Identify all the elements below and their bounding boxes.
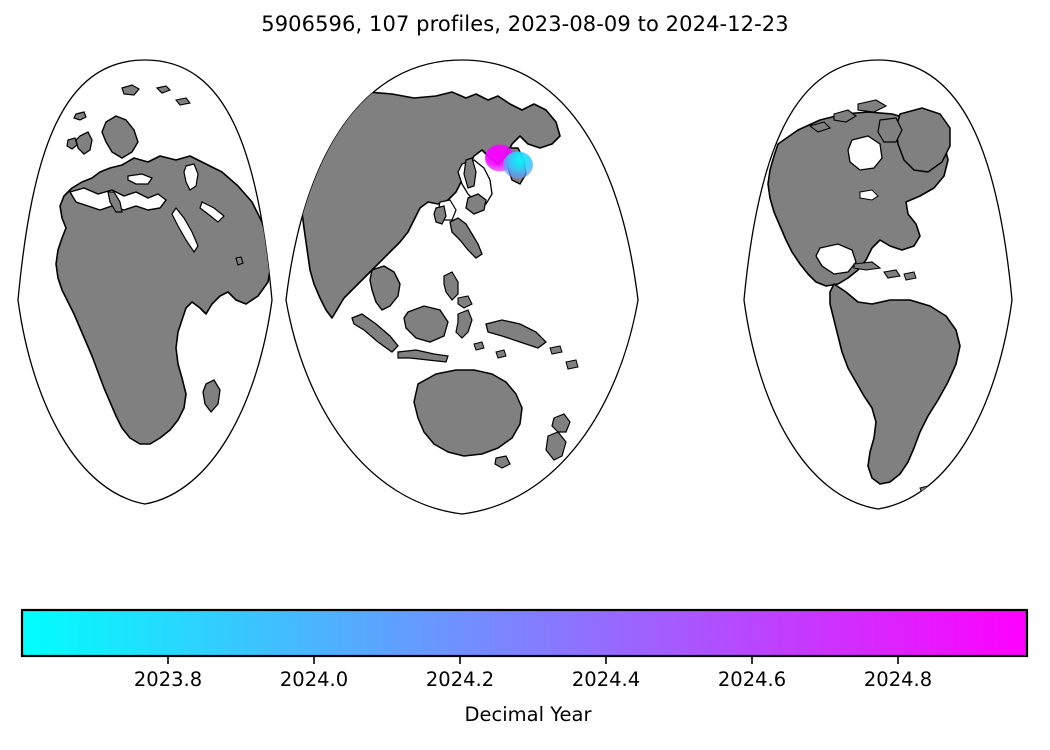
land-scandinavia (101, 115, 139, 159)
world-map-svg (17, 59, 1013, 542)
land-philippines (443, 271, 459, 301)
land-cuba (853, 261, 882, 271)
land-hawaii-b (631, 241, 638, 249)
land-antarctic-peninsula (906, 514, 920, 530)
profile-marker-cluster-early[interactable] (503, 151, 533, 179)
lakes-great (859, 189, 879, 201)
land-ireland (66, 137, 78, 150)
land-sulawesi (455, 309, 473, 339)
tick-label-5: 2024.8 (864, 668, 932, 691)
map-panel (0, 52, 1050, 542)
land-iceland (73, 111, 87, 121)
land-korea (433, 205, 447, 225)
tick-label-4: 2024.6 (718, 668, 786, 691)
land-madagascar (202, 379, 221, 414)
bay-hudson (847, 135, 883, 171)
map-lobe-americas (743, 59, 1013, 542)
land-borneo (403, 305, 449, 343)
colorbar-ticks (167, 656, 899, 664)
land-caribbean-islet (903, 271, 917, 281)
land-arctic-archipelago-3 (808, 121, 832, 133)
lobe-atlantic-land-group (55, 84, 272, 445)
map-lobe-atlantic (17, 59, 273, 505)
tick-label-1: 2024.0 (280, 668, 348, 691)
land-islet-b4 (565, 359, 579, 370)
land-islet-b3 (549, 345, 563, 355)
colorbar-panel: 2023.8 2024.0 2024.2 2024.4 2024.6 2024.… (0, 600, 1050, 750)
land-svalbard (121, 84, 140, 96)
land-islet-b1 (473, 341, 485, 351)
colorbar-svg: 2023.8 2024.0 2024.2 2024.4 2024.6 2024.… (20, 608, 1029, 726)
land-new-guinea (485, 319, 547, 349)
land-south-america (829, 283, 961, 485)
land-falklands (919, 485, 931, 495)
land-novaya-zemlya (155, 85, 172, 94)
land-small-island-a (235, 256, 244, 266)
lobe-americas-land-group (767, 99, 974, 542)
land-sakhalin (463, 157, 477, 189)
land-japan-hokkaido (465, 193, 487, 215)
colorbar-axis-label: Decimal Year (465, 703, 593, 726)
map-lobe-pacific (285, 59, 639, 515)
gulf-of-mexico (815, 243, 857, 275)
land-new-zealand-south (545, 431, 567, 461)
land-arctic-islet (175, 97, 191, 106)
land-sumatra (351, 313, 399, 353)
land-japan-honshu (449, 217, 483, 259)
land-indochina (369, 265, 401, 311)
land-java (397, 349, 449, 363)
profile-scatter-group[interactable] (485, 144, 533, 179)
land-arctic-archipelago-1 (833, 109, 857, 123)
sea-caspian (183, 163, 199, 191)
land-tasmania (494, 455, 511, 469)
land-islet-b2 (495, 349, 507, 359)
sea-black (127, 173, 153, 185)
colorbar-tick-labels: 2023.8 2024.0 2024.2 2024.4 2024.6 2024.… (134, 668, 932, 691)
land-australia (413, 369, 523, 457)
land-arctic-archipelago-2 (857, 99, 888, 113)
land-antarctica-pacific (398, 507, 638, 514)
land-baffin-island (877, 117, 903, 143)
land-hispaniola (883, 269, 901, 279)
tick-label-0: 2023.8 (134, 668, 202, 691)
land-italy (107, 191, 123, 213)
tick-label-3: 2024.4 (572, 668, 640, 691)
sea-red (171, 206, 199, 254)
colorbar-gradient-bar[interactable] (20, 608, 1029, 658)
land-philippines-south (457, 295, 473, 309)
land-new-zealand-north (551, 413, 571, 433)
page-title: 5906596, 107 profiles, 2023-08-09 to 202… (261, 12, 789, 36)
land-antarctica-americas (868, 522, 974, 542)
land-greenland (895, 107, 951, 173)
tick-label-2: 2024.2 (426, 668, 494, 691)
sea-persian-gulf (199, 201, 225, 223)
